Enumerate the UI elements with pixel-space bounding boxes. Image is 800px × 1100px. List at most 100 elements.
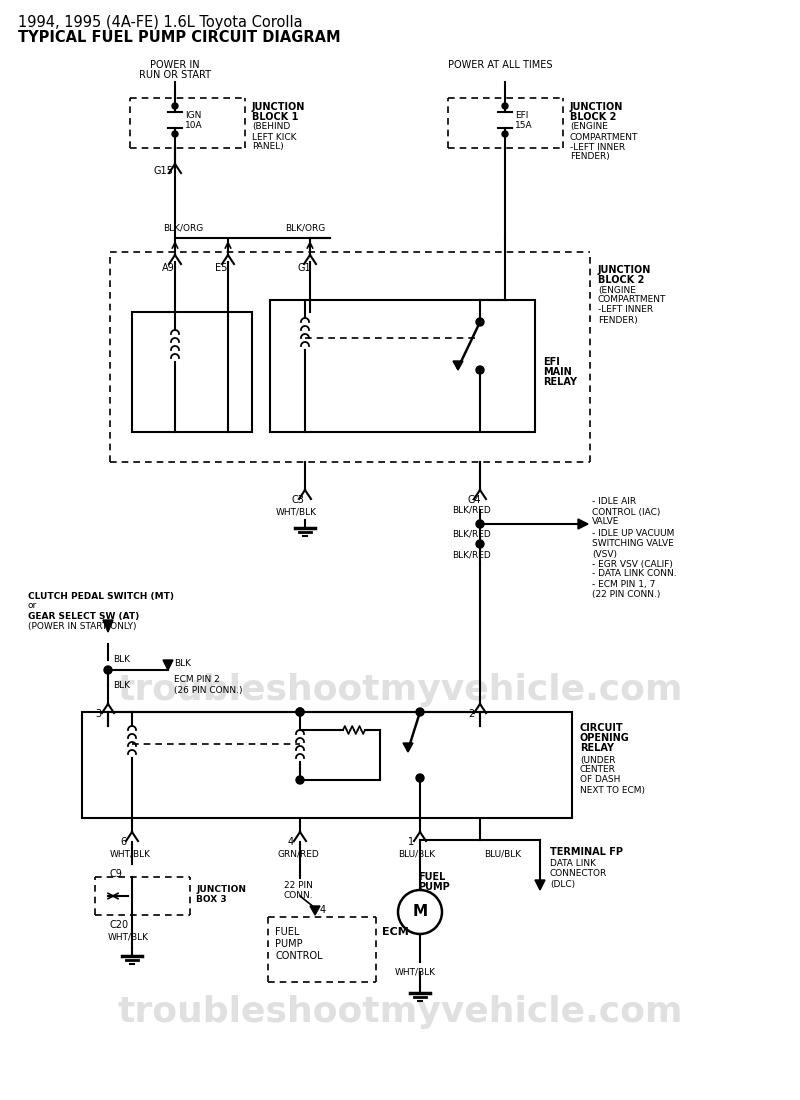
Text: 22 PIN: 22 PIN	[284, 881, 313, 891]
Text: JUNCTION: JUNCTION	[252, 102, 306, 112]
Text: PUMP: PUMP	[418, 882, 450, 892]
Text: COMPARTMENT: COMPARTMENT	[598, 296, 666, 305]
Polygon shape	[578, 519, 588, 529]
Text: CONTROL (IAC): CONTROL (IAC)	[592, 507, 660, 517]
Text: RELAY: RELAY	[543, 377, 577, 387]
Text: (UNDER: (UNDER	[580, 756, 615, 764]
Text: - DATA LINK CONN.: - DATA LINK CONN.	[592, 570, 677, 579]
Text: POWER AT ALL TIMES: POWER AT ALL TIMES	[448, 60, 553, 70]
Text: RUN OR START: RUN OR START	[139, 70, 211, 80]
Circle shape	[476, 318, 484, 326]
Text: JUNCTION: JUNCTION	[598, 265, 651, 275]
Text: 6: 6	[120, 837, 126, 847]
Text: POWER IN: POWER IN	[150, 60, 200, 70]
Text: EFI: EFI	[515, 110, 528, 120]
Circle shape	[416, 708, 424, 716]
Text: BLK/RED: BLK/RED	[452, 506, 490, 515]
Text: CIRCUIT: CIRCUIT	[580, 723, 624, 733]
Text: CONTROL: CONTROL	[275, 952, 322, 961]
Text: OPENING: OPENING	[580, 733, 630, 742]
Text: FENDER): FENDER)	[570, 153, 610, 162]
Circle shape	[296, 776, 304, 784]
Text: 1994, 1995 (4A-FE) 1.6L Toyota Corolla: 1994, 1995 (4A-FE) 1.6L Toyota Corolla	[18, 14, 302, 30]
Bar	[132, 312, 252, 432]
Text: BLK: BLK	[113, 681, 130, 690]
Text: FENDER): FENDER)	[598, 316, 638, 324]
Text: CONNECTOR: CONNECTOR	[550, 869, 607, 879]
Text: -LEFT INNER: -LEFT INNER	[570, 143, 625, 152]
Text: G4: G4	[467, 495, 481, 505]
Text: BLK: BLK	[174, 660, 191, 669]
Text: TERMINAL FP: TERMINAL FP	[550, 847, 623, 857]
Text: 10A: 10A	[185, 121, 202, 130]
Text: COMPARTMENT: COMPARTMENT	[570, 132, 638, 142]
Text: - IDLE UP VACUUM: - IDLE UP VACUUM	[592, 529, 674, 539]
Polygon shape	[453, 361, 463, 370]
Bar	[82, 712, 572, 818]
Text: TYPICAL FUEL PUMP CIRCUIT DIAGRAM: TYPICAL FUEL PUMP CIRCUIT DIAGRAM	[18, 31, 341, 45]
Text: WHT/BLK: WHT/BLK	[110, 849, 151, 858]
Text: OF DASH: OF DASH	[580, 776, 620, 784]
Text: PANEL): PANEL)	[252, 143, 284, 152]
Text: ECM PIN 2: ECM PIN 2	[174, 675, 220, 684]
Text: C9: C9	[110, 869, 123, 879]
Text: 2: 2	[468, 710, 474, 719]
Text: IGN: IGN	[185, 110, 202, 120]
Bar	[270, 300, 535, 432]
Text: BLK/RED: BLK/RED	[452, 550, 490, 560]
Text: BLK: BLK	[113, 656, 130, 664]
Text: (ENGINE: (ENGINE	[570, 122, 608, 132]
Text: PUMP: PUMP	[275, 939, 302, 949]
Text: ECM: ECM	[382, 927, 409, 937]
Text: G15: G15	[153, 166, 173, 176]
Polygon shape	[310, 906, 320, 915]
Text: BLOCK 1: BLOCK 1	[252, 112, 298, 122]
Text: C20: C20	[110, 920, 129, 929]
Circle shape	[416, 774, 424, 782]
Text: (BEHIND: (BEHIND	[252, 122, 290, 132]
Text: - EGR VSV (CALIF): - EGR VSV (CALIF)	[592, 560, 673, 569]
Polygon shape	[163, 660, 173, 670]
Text: E5: E5	[215, 263, 227, 273]
Text: WHT/BLK: WHT/BLK	[395, 968, 436, 977]
Circle shape	[502, 131, 508, 138]
Text: CONN.: CONN.	[284, 891, 314, 901]
Text: EFI: EFI	[543, 358, 560, 367]
Text: A9: A9	[162, 263, 174, 273]
Text: GEAR SELECT SW (AT): GEAR SELECT SW (AT)	[28, 612, 139, 620]
Text: - ECM PIN 1, 7: - ECM PIN 1, 7	[592, 580, 655, 588]
Text: C3: C3	[292, 495, 305, 505]
Text: G1: G1	[298, 263, 312, 273]
Text: BLU/BLK: BLU/BLK	[484, 849, 521, 858]
Polygon shape	[103, 620, 113, 632]
Text: WHT/BLK: WHT/BLK	[276, 507, 317, 517]
Text: 15A: 15A	[515, 121, 533, 130]
Text: 4: 4	[288, 837, 294, 847]
Text: or: or	[28, 602, 38, 610]
Text: troubleshootmyvehicle.com: troubleshootmyvehicle.com	[118, 673, 682, 707]
Circle shape	[172, 103, 178, 109]
Text: 1: 1	[408, 837, 414, 847]
Text: CENTER: CENTER	[580, 766, 616, 774]
Text: MAIN: MAIN	[543, 367, 572, 377]
Polygon shape	[403, 742, 413, 752]
Text: BLK/RED: BLK/RED	[452, 529, 490, 539]
Text: BLU/BLK: BLU/BLK	[398, 849, 435, 858]
Circle shape	[172, 131, 178, 138]
Text: FUEL: FUEL	[275, 927, 299, 937]
Text: GRN/RED: GRN/RED	[278, 849, 320, 858]
Text: BOX 3: BOX 3	[196, 895, 226, 904]
Text: (ENGINE: (ENGINE	[598, 286, 636, 295]
Text: CLUTCH PEDAL SWITCH (MT): CLUTCH PEDAL SWITCH (MT)	[28, 592, 174, 601]
Text: BLOCK 2: BLOCK 2	[570, 112, 616, 122]
Text: -LEFT INNER: -LEFT INNER	[598, 306, 653, 315]
Circle shape	[476, 540, 484, 548]
Text: M: M	[413, 903, 427, 918]
Text: 4: 4	[320, 905, 326, 915]
Text: BLK/ORG: BLK/ORG	[285, 223, 326, 232]
Text: NEXT TO ECM): NEXT TO ECM)	[580, 785, 645, 794]
Text: 3: 3	[95, 710, 101, 719]
Text: LEFT KICK: LEFT KICK	[252, 132, 297, 142]
Text: VALVE: VALVE	[592, 517, 619, 527]
Text: FUEL: FUEL	[418, 872, 446, 882]
